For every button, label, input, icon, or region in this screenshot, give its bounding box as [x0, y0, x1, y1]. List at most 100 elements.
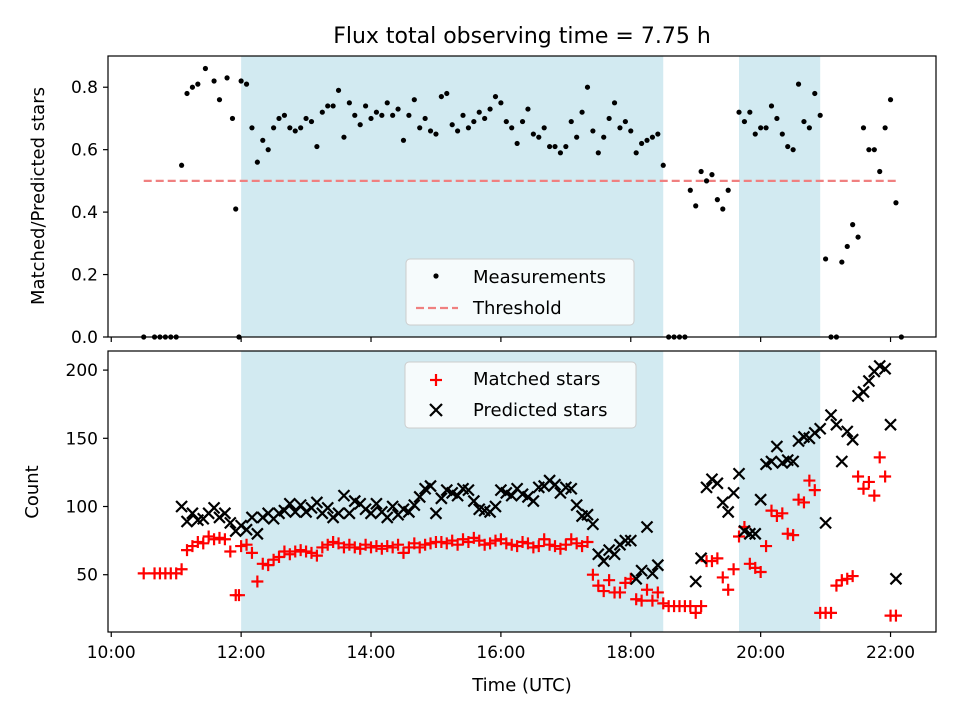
measurement-point — [384, 100, 390, 106]
predicted-star-point — [570, 498, 583, 512]
predicted-star-point — [700, 481, 713, 494]
matched-star-point — [386, 541, 399, 554]
measurement-point — [655, 131, 661, 137]
predicted-star-point — [240, 523, 253, 536]
legend-predicted-label: Predicted stars — [473, 400, 607, 421]
top-y-ticks: 0.0 0.2 0.4 0.6 0.8 — [71, 78, 108, 348]
measurement-point — [330, 103, 336, 109]
matched-star-point — [365, 541, 378, 554]
measurement-point — [189, 84, 196, 90]
measurement-point — [352, 112, 358, 118]
measurement-point — [216, 97, 223, 103]
predicted-star-point — [846, 433, 859, 446]
measurement-point — [465, 125, 472, 131]
predicted-star-point — [332, 507, 345, 520]
matched-star-point — [348, 541, 361, 554]
x-tick-label: 18:00 — [606, 643, 655, 663]
predicted-star-point — [862, 374, 876, 388]
predicted-star-point — [548, 478, 562, 491]
matched-star-point — [457, 533, 470, 546]
x-tick-label: 16:00 — [476, 643, 525, 663]
measurement-point — [768, 103, 775, 109]
measurement-point — [725, 187, 731, 193]
measurement-point — [498, 100, 504, 106]
matched-star-point — [613, 586, 626, 599]
predicted-star-point — [716, 496, 730, 509]
measurement-point — [249, 125, 255, 131]
predicted-star-point — [770, 440, 784, 453]
matched-star-point — [413, 541, 426, 554]
predicted-star-point — [224, 516, 237, 530]
matched-star-point — [208, 533, 221, 546]
x-tick-label: 22:00 — [866, 643, 915, 663]
y-tick-label: 200 — [66, 361, 98, 381]
measurement-point — [660, 162, 666, 168]
measurement-point — [400, 137, 407, 143]
measurement-point — [519, 118, 526, 125]
measurement-point — [574, 134, 580, 140]
measurement-point — [514, 140, 520, 147]
measurement-point — [509, 125, 515, 131]
measurement-point — [611, 100, 618, 106]
predicted-star-point — [635, 564, 648, 577]
predicted-star-point — [413, 490, 426, 504]
measurement-point — [265, 147, 271, 153]
matched-star-point — [592, 579, 605, 592]
predicted-star-point — [337, 489, 351, 502]
measurement-point — [644, 137, 650, 143]
measurement-point — [444, 90, 450, 97]
measurement-point — [703, 178, 710, 184]
measurement-point — [525, 106, 531, 112]
matched-star-point — [727, 563, 740, 576]
measurement-point — [417, 125, 423, 131]
measurement-point — [720, 206, 726, 212]
measurement-point — [763, 125, 769, 131]
measurement-point — [254, 159, 260, 165]
measurement-point — [395, 106, 401, 112]
measurement-point — [844, 243, 850, 250]
predicted-star-point — [251, 527, 264, 541]
matched-star-point — [527, 541, 540, 554]
predicted-star-point — [694, 552, 708, 565]
predicted-star-point — [207, 501, 221, 515]
predicted-star-point — [343, 507, 356, 520]
matched-star-point — [792, 493, 805, 506]
predicted-star-point — [651, 558, 665, 572]
legend-matched-label: Matched stars — [473, 369, 600, 390]
matched-star-point — [803, 474, 816, 487]
predicted-star-point — [462, 483, 475, 497]
measurement-point — [233, 206, 239, 212]
measurement-point — [422, 115, 428, 122]
measurement-point — [427, 128, 434, 134]
matched-star-point — [310, 549, 323, 562]
measurement-point — [839, 259, 845, 265]
measurement-point — [817, 112, 823, 118]
matched-star-point — [695, 600, 708, 613]
matched-star-point — [300, 545, 313, 558]
predicted-star-point — [175, 500, 188, 513]
legend-measurements-label: Measurements — [473, 267, 606, 288]
top-legend: Measurements Threshold — [405, 258, 635, 326]
matched-star-point — [597, 585, 610, 598]
matched-star-point — [635, 594, 648, 607]
matched-star-point — [830, 579, 843, 592]
matched-star-point — [787, 529, 800, 542]
predicted-star-point — [608, 547, 621, 561]
matched-star-point — [689, 606, 702, 619]
measurement-point — [752, 131, 758, 137]
measurement-point — [779, 131, 785, 137]
measurement-point — [368, 115, 374, 122]
measurement-point — [487, 106, 493, 112]
measurement-point — [492, 93, 499, 100]
matched-star-point — [770, 510, 783, 523]
predicted-star-point — [629, 572, 643, 586]
matched-star-point — [235, 540, 248, 553]
predicted-star-point — [245, 511, 259, 524]
measurement-point — [541, 125, 547, 131]
measurement-point — [887, 97, 894, 103]
matched-star-point — [240, 538, 253, 551]
legend-threshold-label: Threshold — [472, 298, 562, 319]
measurement-point — [850, 222, 856, 228]
predicted-star-point — [727, 486, 740, 500]
matched-star-point — [581, 535, 594, 548]
